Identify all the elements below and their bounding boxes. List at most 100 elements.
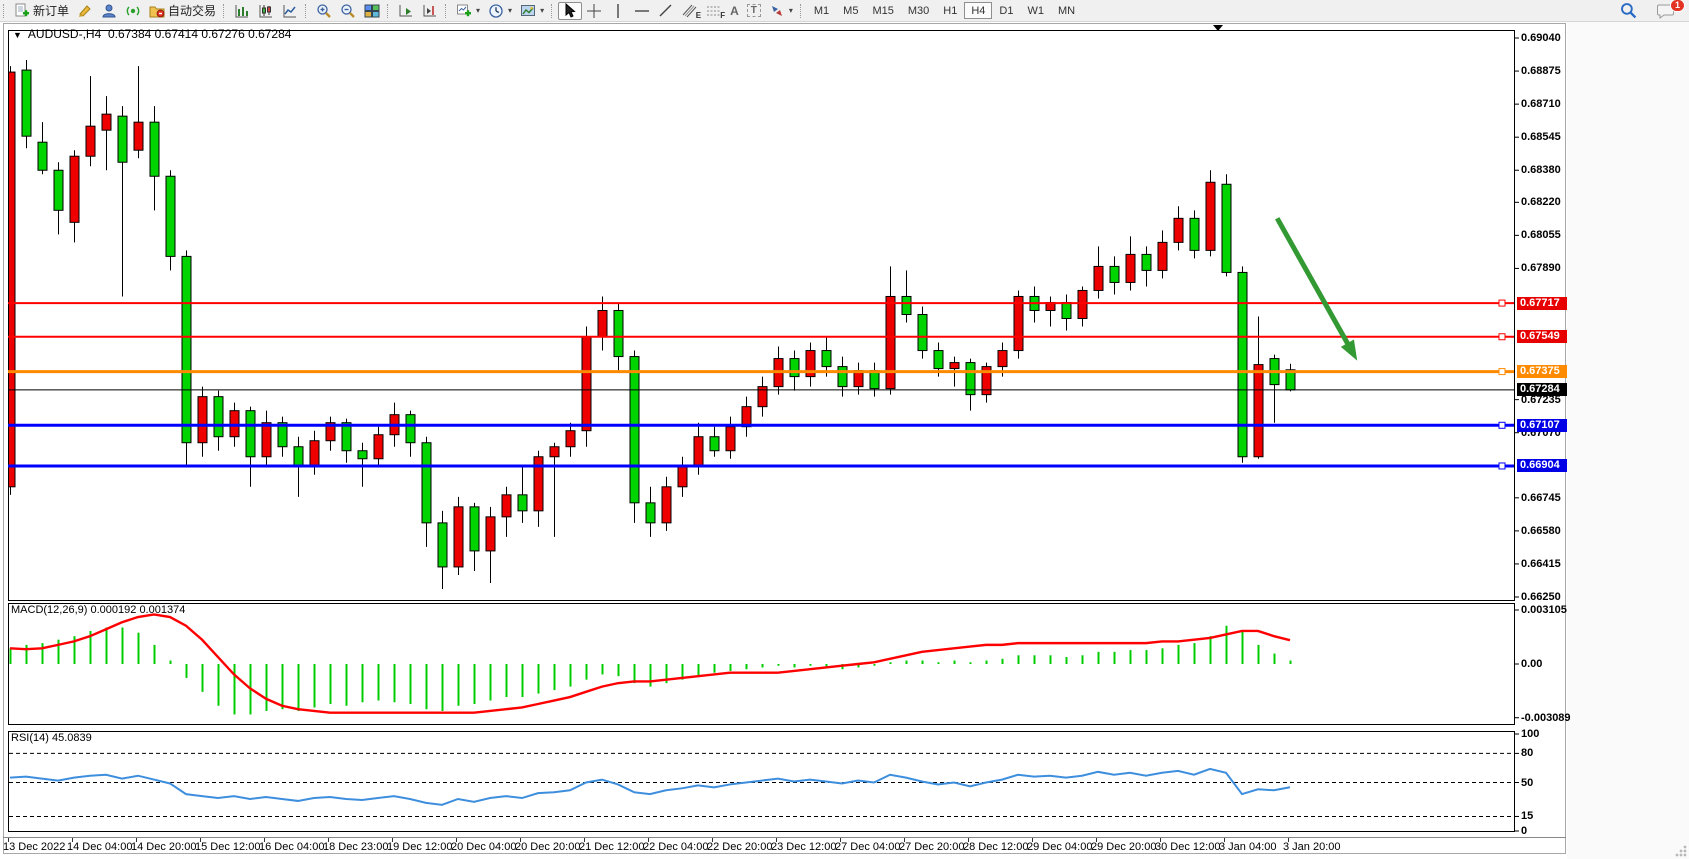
time-axis-label: 14 Dec 20:00 (131, 841, 197, 853)
price-axis-tick: 0.68380 (1521, 164, 1561, 177)
bar-chart-icon (234, 3, 250, 19)
timeframe-group: M1 M5 M15 M30 H1 H4 D1 W1 MN (797, 0, 1082, 21)
time-axis-label: 16 Dec 04:00 (259, 841, 325, 853)
chart-ohlc-values: 0.67384 0.67414 0.67276 0.67284 (107, 27, 292, 41)
rsi-value: 45.0839 (51, 732, 92, 744)
vertical-line-icon (610, 3, 626, 19)
equidistant-channel-icon (682, 3, 698, 19)
window-resize-grip[interactable] (1674, 844, 1687, 857)
auto-scroll-icon (398, 3, 414, 19)
rsi-axis-tick: 100 (1521, 728, 1540, 740)
time-axis-label: 22 Dec 04:00 (643, 841, 709, 853)
scroll-group (384, 0, 442, 21)
candlestick-icon (258, 3, 274, 19)
zoom-in-button[interactable] (312, 2, 336, 20)
chart-shift-icon (422, 3, 438, 19)
price-axis-tick: 0.66580 (1521, 524, 1561, 537)
timeframe-button-M30[interactable]: M30 (907, 4, 930, 17)
rsi-axis-tick: 15 (1521, 810, 1534, 823)
text-tool-icon: A (730, 3, 739, 18)
arrows-tool-button[interactable]: ▾ (765, 2, 797, 20)
time-axis-label: 27 Dec 20:00 (899, 841, 965, 853)
toolbar-right-group: 1 (1616, 0, 1689, 20)
macd-indicator-name: MACD(12,26,9) (11, 604, 88, 616)
rsi-panel-label: RSI(14) 45.0839 (11, 732, 92, 744)
fibonacci-tool-letter: F (720, 10, 726, 20)
toolbar-grip[interactable] (387, 3, 390, 18)
zoom-out-button[interactable] (336, 2, 360, 20)
timeframe-button-D1[interactable]: D1 (999, 4, 1014, 17)
chart-symbol-period: AUDUSD-,H4 (27, 27, 102, 41)
timeframe-button-H1[interactable]: H1 (943, 4, 958, 17)
signals-button[interactable] (121, 2, 145, 20)
macd-axis-tick: -0.003089 (1521, 711, 1571, 724)
toolbar-grip[interactable] (551, 3, 554, 18)
chart-window[interactable] (3, 23, 1566, 854)
timeframe-button-M15[interactable]: M15 (872, 4, 894, 17)
chat-button[interactable]: 1 (1653, 0, 1685, 20)
templates-button[interactable]: ▾ (516, 2, 548, 20)
macd-signal-value: 0.001374 (139, 604, 186, 616)
market-watch-button[interactable] (97, 2, 121, 20)
time-axis-label: 21 Dec 12:00 (579, 841, 645, 853)
search-button[interactable] (1616, 2, 1641, 20)
price-axis-tick: 0.68875 (1521, 65, 1561, 78)
time-axis-label: 3 Jan 04:00 (1219, 841, 1277, 853)
price-level-label: 0.66904 (1517, 459, 1567, 473)
crosshair-icon (586, 3, 602, 19)
channel-tool-button[interactable]: E (678, 2, 702, 20)
chat-badge: 1 (1669, 0, 1685, 12)
bar-chart-mode-button[interactable] (230, 2, 254, 20)
time-axis-label: 13 Dec 2022 (3, 841, 66, 853)
horizontal-line-tool-button[interactable] (630, 2, 654, 20)
trendline-tool-button[interactable] (654, 2, 678, 20)
price-axis-tick: 0.68710 (1521, 98, 1561, 111)
timeframe-button-M5[interactable]: M5 (843, 4, 859, 17)
chevron-down-icon: ▾ (476, 5, 481, 15)
price-level-label: 0.67107 (1517, 418, 1567, 432)
toolbar-grip[interactable] (305, 3, 308, 18)
timeframe-button-W1[interactable]: W1 (1027, 4, 1044, 17)
price-level-label: 0.67717 (1517, 296, 1567, 310)
timeframe-button-M1[interactable]: M1 (813, 4, 830, 17)
zoom-out-icon (340, 3, 356, 19)
template-image-icon (520, 3, 536, 19)
zoom-in-icon (316, 3, 332, 19)
auto-trading-button[interactable]: 自动交易 (145, 2, 220, 20)
line-chart-mode-button[interactable] (278, 2, 302, 20)
toolbar-grip[interactable] (799, 3, 803, 18)
styles-button[interactable] (73, 2, 97, 20)
timeframe-button-MN[interactable]: MN (1057, 4, 1076, 17)
text-tool-button[interactable]: A (726, 2, 743, 20)
toolbar-grip[interactable] (223, 3, 226, 18)
new-order-icon (14, 3, 30, 19)
timeframe-button-H4[interactable]: H4 (964, 2, 993, 19)
price-axis-tick: 0.66415 (1521, 557, 1561, 570)
main-toolbar: 新订单 自动交易 (0, 0, 1689, 22)
cursor-tool-button[interactable] (558, 1, 583, 20)
toolbar-grip[interactable] (445, 3, 448, 18)
collapse-indicator-icon[interactable]: ▼ (13, 30, 22, 40)
candlestick-mode-button[interactable] (254, 2, 278, 20)
tile-windows-button[interactable] (360, 2, 384, 20)
vertical-line-tool-button[interactable] (606, 2, 630, 20)
fibonacci-icon (706, 3, 722, 19)
zoom-group (302, 0, 384, 21)
new-chart-button[interactable]: ▾ (452, 2, 484, 20)
macd-value: 0.000192 (90, 604, 137, 616)
periodicity-menu-button[interactable]: ▾ (484, 2, 516, 20)
time-axis-label: 19 Dec 12:00 (387, 841, 453, 853)
time-axis-label: 30 Dec 12:00 (1155, 841, 1221, 853)
price-axis-tick: 0.68545 (1521, 131, 1561, 144)
horizontal-line-icon (634, 3, 650, 19)
chart-shift-button[interactable] (418, 2, 442, 20)
text-label-tool-button[interactable]: T (743, 2, 765, 20)
new-order-button[interactable]: 新订单 (10, 2, 73, 20)
fibonacci-tool-button[interactable]: F (702, 2, 726, 20)
toolbar-grip[interactable] (3, 3, 6, 18)
rsi-axis-tick: 0 (1521, 825, 1528, 837)
crosshair-tool-button[interactable] (582, 2, 606, 20)
price-axis-tick: 0.69040 (1521, 32, 1561, 44)
auto-scroll-button[interactable] (394, 2, 418, 20)
